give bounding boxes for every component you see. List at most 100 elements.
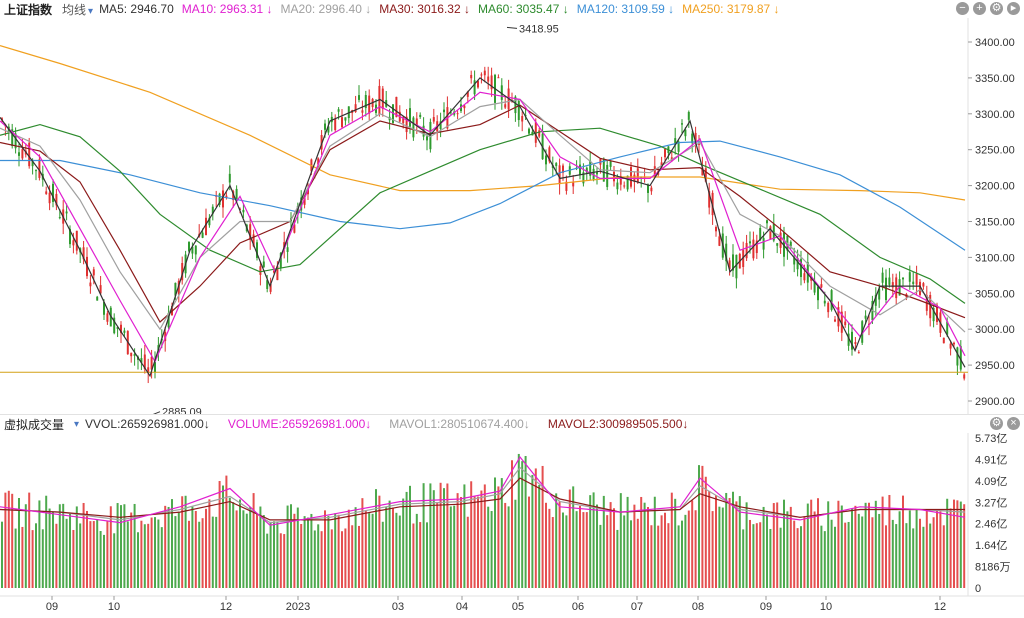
- volume-title: 虚拟成交量: [4, 417, 65, 432]
- candle-body: [490, 75, 493, 90]
- volume-bar: [562, 512, 564, 588]
- candle-body: [803, 273, 806, 281]
- volume-bar: [140, 520, 143, 588]
- volume-bar: [868, 502, 870, 588]
- candle-body: [269, 283, 272, 292]
- volume-bar: [830, 519, 833, 588]
- volume-bar: [262, 515, 265, 588]
- candle-body: [303, 198, 306, 205]
- volume-bar: [470, 481, 473, 588]
- volume-bar: [963, 504, 966, 588]
- volume-bar: [419, 522, 422, 588]
- ma-legend-item: MA30: 3016.32 ↓: [379, 2, 470, 16]
- chevron-down-icon[interactable]: ▾: [74, 418, 80, 430]
- volume-bar: [823, 531, 826, 588]
- price-tick-label: 3250.00: [975, 145, 1015, 157]
- volume-bar: [388, 500, 391, 588]
- candle-body: [823, 300, 826, 304]
- volume-bar: [290, 504, 292, 588]
- candle-body: [470, 74, 473, 79]
- candle-body: [762, 237, 765, 250]
- indicator-mode-dropdown[interactable]: 均线 ▾: [62, 1, 93, 18]
- volume-bar: [827, 501, 830, 588]
- volume-bar: [480, 490, 483, 588]
- candle-body: [956, 347, 959, 366]
- volume-bar: [898, 511, 901, 588]
- candle-body: [72, 240, 75, 246]
- volume-bar: [698, 465, 700, 588]
- candle-body: [732, 254, 734, 271]
- candle-body: [504, 104, 507, 108]
- volume-bar: [58, 504, 61, 588]
- candle-body: [684, 129, 687, 137]
- volume-bar: [817, 498, 819, 588]
- volume-bar: [75, 506, 78, 588]
- candle-body: [687, 111, 690, 120]
- candle-body: [58, 217, 61, 219]
- volume-bar: [905, 523, 908, 588]
- candle-body: [932, 307, 935, 322]
- volume-bar: [694, 510, 697, 588]
- gear-icon[interactable]: ⚙: [990, 2, 1003, 15]
- volume-bar: [235, 510, 238, 588]
- candle-body: [324, 123, 326, 130]
- volume-bar: [52, 511, 54, 588]
- volume-bar: [623, 515, 626, 588]
- candle-body: [334, 118, 337, 131]
- volume-bar: [364, 511, 367, 588]
- volume-bar: [439, 482, 442, 588]
- volume-bar: [517, 453, 520, 588]
- volume-bar: [878, 513, 881, 588]
- volume-bar: [35, 523, 37, 588]
- candle-body: [143, 354, 146, 370]
- candle-body: [103, 302, 105, 315]
- volume-bar: [657, 525, 660, 588]
- volume-bar: [919, 518, 921, 588]
- candle-body: [793, 257, 796, 265]
- candle-body: [572, 181, 575, 187]
- candle-body: [616, 182, 619, 190]
- candle-body: [116, 327, 119, 329]
- chevron-down-icon: ▾: [88, 5, 94, 17]
- candle-body: [14, 133, 17, 149]
- volume-bar: [912, 528, 915, 588]
- volume-bar: [191, 506, 194, 588]
- candle-body: [555, 163, 558, 167]
- volume-tick-label: 5.73亿: [975, 432, 1007, 445]
- candle-body: [755, 240, 758, 254]
- candle-body: [330, 116, 333, 123]
- candle-body: [249, 224, 252, 240]
- volume-bar: [109, 506, 112, 588]
- expand-icon[interactable]: ▸: [1007, 2, 1020, 15]
- volume-bar: [653, 496, 656, 588]
- candle-body: [619, 175, 622, 185]
- gear-icon[interactable]: ⚙: [990, 417, 1003, 430]
- candle-body: [92, 269, 95, 276]
- volume-bar: [378, 495, 381, 588]
- volume-bar: [908, 510, 911, 588]
- close-icon[interactable]: ×: [1007, 417, 1020, 430]
- volume-bar: [164, 505, 167, 588]
- volume-bar: [154, 517, 156, 588]
- candle-body: [766, 220, 768, 224]
- candle-body: [779, 232, 782, 248]
- volume-bar: [116, 503, 119, 588]
- candle-body: [439, 121, 442, 130]
- volume-bar: [942, 525, 945, 588]
- volume-bar: [701, 465, 704, 588]
- volume-bar: [453, 505, 456, 588]
- volume-bar: [222, 485, 224, 588]
- price-tick-label: 3150.00: [975, 217, 1015, 229]
- volume-bar: [92, 521, 95, 588]
- candle-body: [827, 302, 830, 313]
- candle-body: [715, 226, 717, 232]
- moving-average-legend: MA5: 2946.70 MA10: 2963.31 ↓ MA20: 2996.40…: [99, 2, 787, 16]
- volume-bar: [956, 500, 959, 588]
- zoom-in-icon[interactable]: +: [973, 2, 986, 15]
- volume-bar: [310, 513, 313, 588]
- zoom-out-icon[interactable]: −: [956, 2, 969, 15]
- candle-body: [99, 285, 102, 294]
- volume-bar: [609, 502, 612, 588]
- candle-body: [177, 280, 180, 295]
